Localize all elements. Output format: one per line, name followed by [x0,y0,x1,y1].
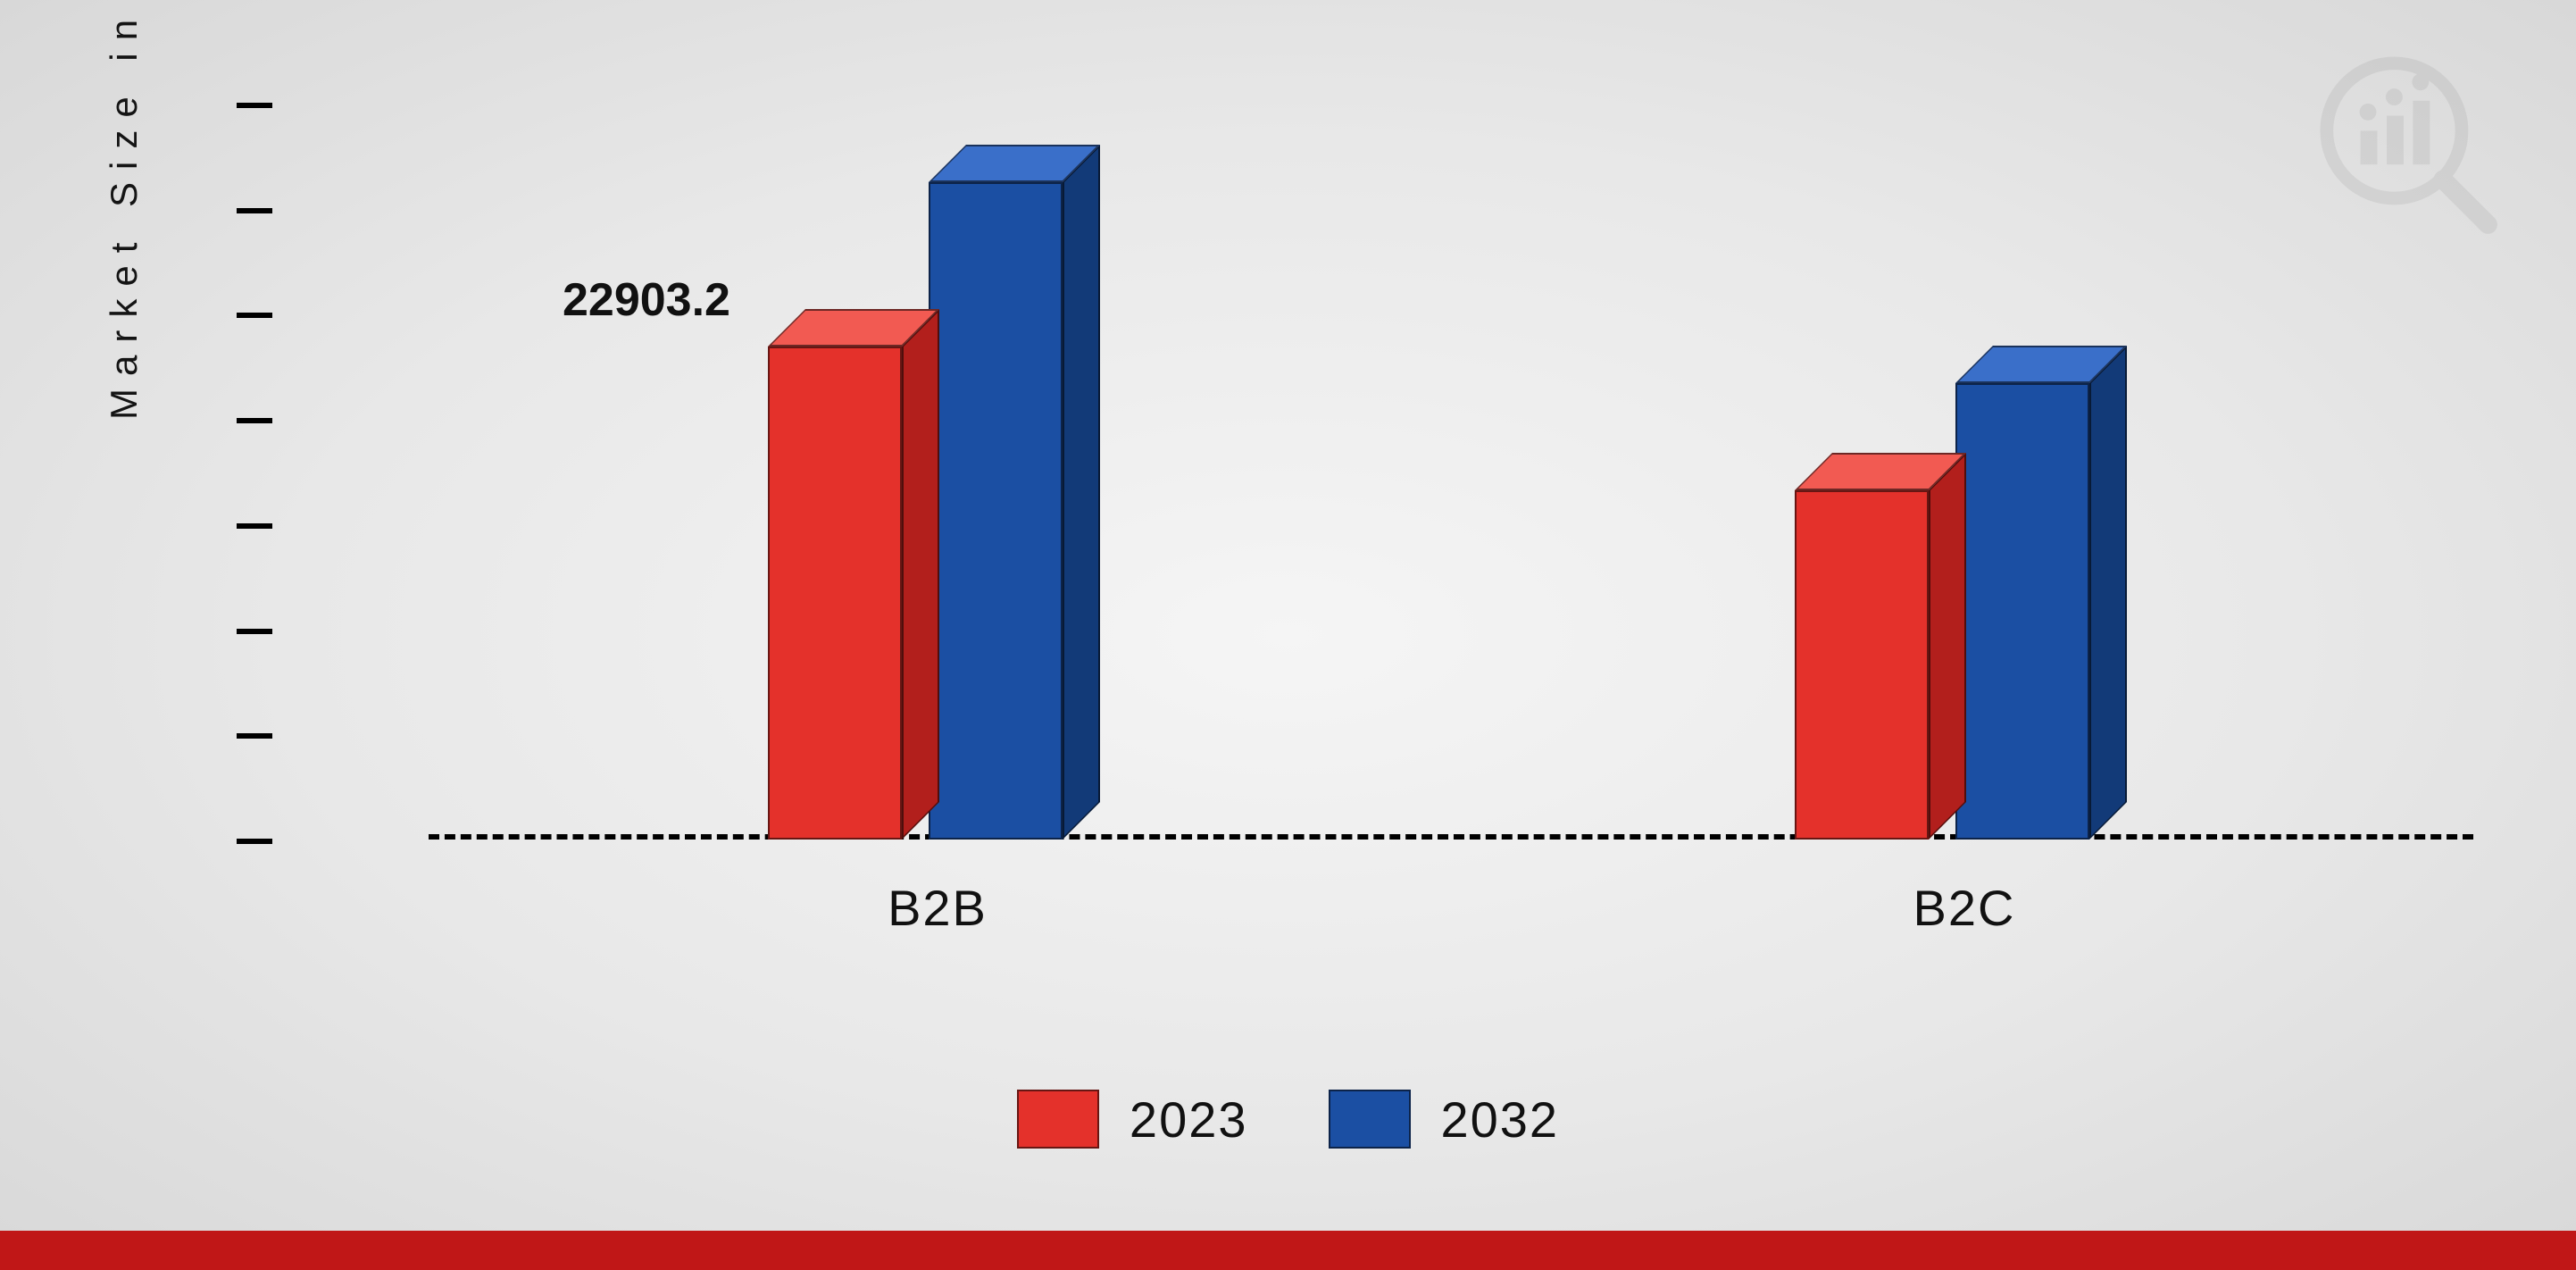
legend-label-2032: 2032 [1441,1090,1560,1149]
legend-label-2023: 2023 [1130,1090,1248,1149]
chart-plot-area: 22903.2B2B B2C [429,107,2473,840]
y-axis-tick [237,733,272,739]
y-axis-tick [237,313,272,318]
legend: 2023 2032 [0,1090,2576,1149]
x-axis-label-b2b: B2B [768,879,1107,937]
footer-bar [0,1231,2576,1270]
bar-b2c-2032 [1955,383,2089,840]
watermark-logo-icon [2312,48,2499,236]
bar-b2b-2023 [768,347,902,840]
bar-b2c-2023 [1795,490,1929,840]
y-axis-tick [237,839,272,844]
legend-item-2032: 2032 [1329,1090,1560,1149]
legend-swatch-2023 [1017,1090,1099,1149]
value-label-b2b-2023: 22903.2 [563,273,730,327]
y-axis-tick [237,103,272,108]
y-axis-tick [237,629,272,634]
legend-swatch-2032 [1329,1090,1411,1149]
bar-group-b2c: B2C [1795,107,2134,840]
y-axis-tick [237,523,272,529]
legend-item-2023: 2023 [1017,1090,1248,1149]
bar-group-b2b: 22903.2B2B [768,107,1107,840]
y-axis-tick [237,418,272,423]
y-axis-label: Market Size in USD Mn [103,0,146,420]
x-axis-baseline [429,834,2473,840]
x-axis-label-b2c: B2C [1795,879,2134,937]
bar-b2b-2032 [929,182,1063,840]
y-axis-ticks [237,103,272,844]
y-axis-tick [237,208,272,213]
